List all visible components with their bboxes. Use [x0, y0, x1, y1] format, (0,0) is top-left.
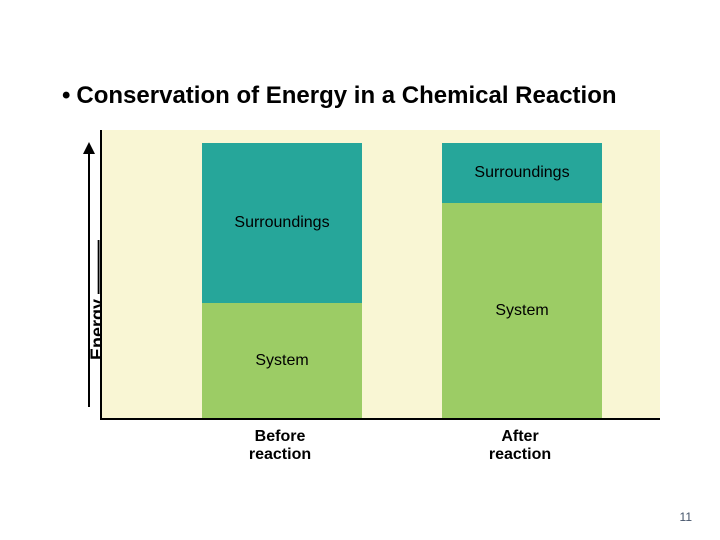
- segment-after-surroundings: Surroundings: [442, 143, 602, 203]
- segment-label: Surroundings: [474, 164, 569, 182]
- xaxis-label-text: Before: [255, 428, 306, 445]
- yaxis-arrow-head: [83, 142, 95, 154]
- plot-area: Surroundings System Surroundings System: [100, 130, 660, 420]
- xaxis-label-text2: reaction: [249, 446, 311, 463]
- xaxis-label-before: Before reaction: [200, 428, 360, 464]
- bullet-icon: •: [62, 82, 70, 110]
- energy-chart: Energy ——— Surroundings System Surroundi…: [50, 130, 670, 470]
- xaxis-label-after: After reaction: [440, 428, 600, 464]
- segment-before-surroundings: Surroundings: [202, 143, 362, 303]
- title-text: Conservation of Energy in a Chemical Rea…: [76, 82, 616, 109]
- segment-before-system: System: [202, 303, 362, 418]
- slide-title: •Conservation of Energy in a Chemical Re…: [62, 82, 617, 110]
- slide: •Conservation of Energy in a Chemical Re…: [0, 0, 720, 540]
- bar-before: Surroundings System: [202, 143, 362, 418]
- page-number: 11: [680, 510, 692, 524]
- yaxis-arrow-line: [88, 152, 90, 407]
- xaxis-label-text2: reaction: [489, 446, 551, 463]
- segment-after-system: System: [442, 203, 602, 418]
- xaxis-label-text: After: [501, 428, 538, 445]
- segment-label: System: [255, 352, 308, 370]
- segment-label: Surroundings: [234, 214, 329, 232]
- bar-after: Surroundings System: [442, 143, 602, 418]
- segment-label: System: [495, 302, 548, 320]
